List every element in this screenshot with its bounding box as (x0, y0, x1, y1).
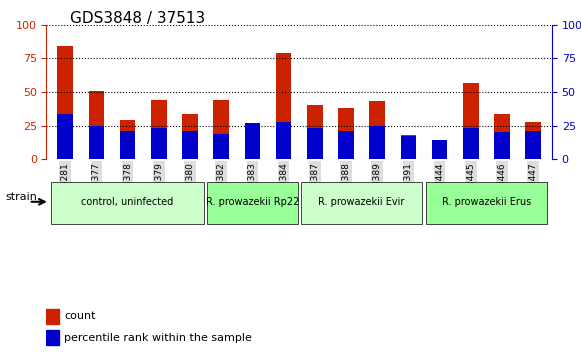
Text: strain: strain (5, 192, 37, 202)
Bar (401, 135, 416, 159)
Bar (307, 105, 322, 159)
Bar (307, 129, 322, 159)
Bar (213, 134, 229, 159)
Bar (120, 120, 135, 159)
Bar (463, 129, 479, 159)
Bar (245, 123, 260, 159)
Bar (245, 123, 260, 159)
Bar (370, 126, 385, 159)
Bar (525, 122, 541, 159)
Text: R. prowazekii Evir: R. prowazekii Evir (318, 197, 405, 207)
Text: control, uninfected: control, uninfected (81, 197, 174, 207)
Bar (276, 53, 292, 159)
Bar (432, 141, 447, 159)
Bar (338, 108, 354, 159)
Bar (89, 91, 104, 159)
Bar (494, 114, 510, 159)
Bar (46, 309, 59, 324)
Bar (494, 132, 510, 159)
Text: count: count (64, 311, 96, 321)
Bar (182, 131, 198, 159)
Text: percentile rank within the sample: percentile rank within the sample (64, 332, 252, 343)
Bar (276, 122, 292, 159)
Bar (46, 330, 59, 345)
Bar (120, 131, 135, 159)
Bar (525, 131, 541, 159)
FancyBboxPatch shape (425, 182, 547, 224)
Bar (58, 114, 73, 159)
Text: R. prowazekii Rp22: R. prowazekii Rp22 (206, 197, 299, 207)
Bar (151, 100, 167, 159)
Bar (151, 129, 167, 159)
Bar (89, 126, 104, 159)
FancyBboxPatch shape (207, 182, 297, 224)
Bar (58, 46, 73, 159)
FancyBboxPatch shape (51, 182, 204, 224)
Bar (182, 114, 198, 159)
FancyBboxPatch shape (301, 182, 422, 224)
Bar (401, 136, 416, 159)
Bar (370, 102, 385, 159)
Bar (432, 141, 447, 159)
Text: R. prowazekii Erus: R. prowazekii Erus (442, 197, 531, 207)
Bar (213, 100, 229, 159)
Text: GDS3848 / 37513: GDS3848 / 37513 (70, 11, 205, 25)
Bar (338, 131, 354, 159)
Bar (463, 82, 479, 159)
